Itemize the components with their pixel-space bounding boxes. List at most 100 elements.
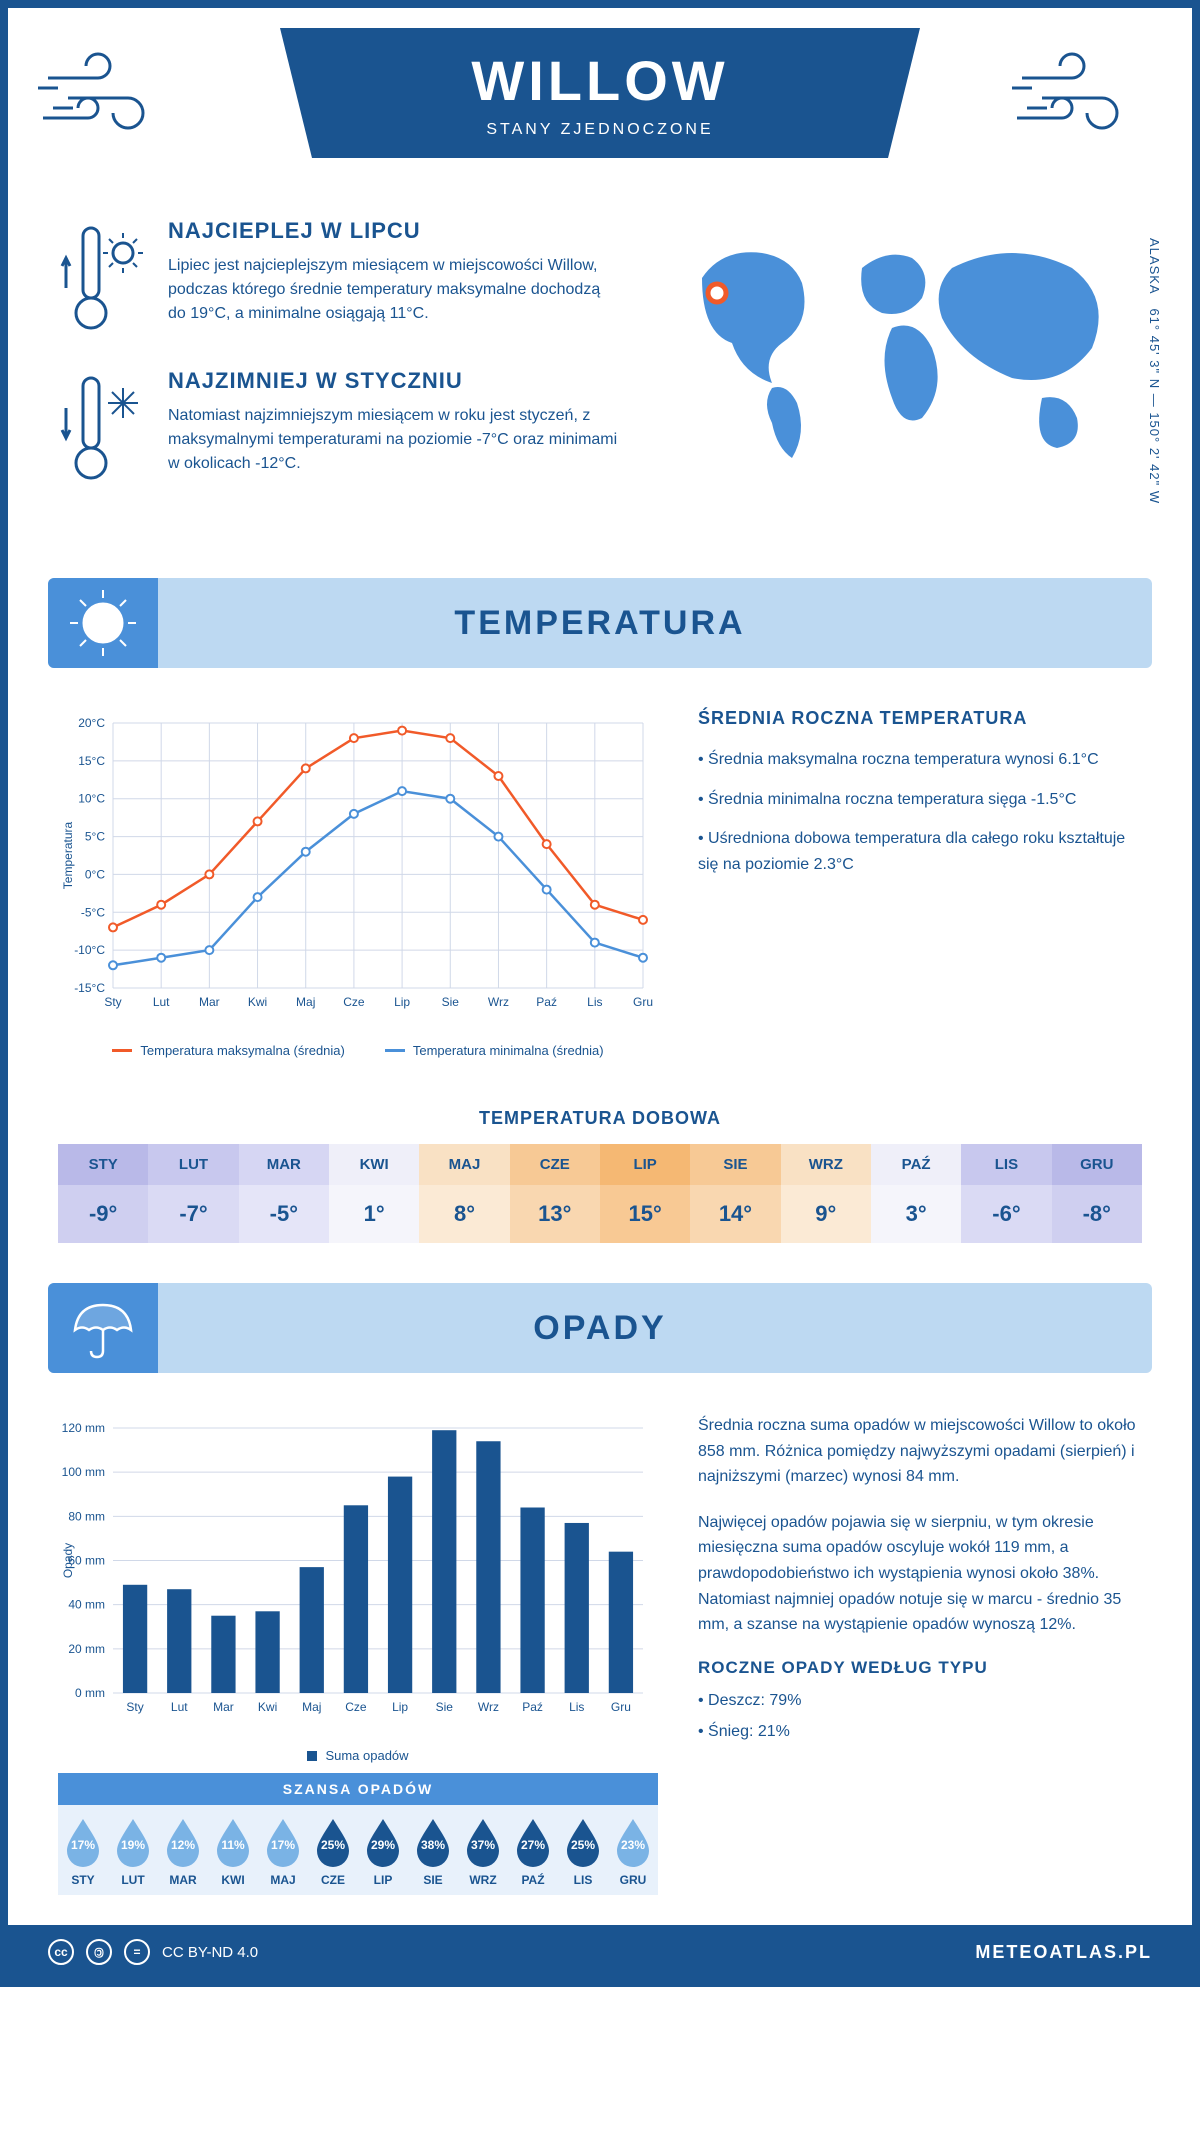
svg-text:Lut: Lut [153,995,170,1009]
daily-cell: MAJ 8° [419,1144,509,1243]
umbrella-icon [48,1283,158,1373]
svg-text:10°C: 10°C [78,792,105,806]
coldest-fact: NAJZIMNIEJ W STYCZNIU Natomiast najzimni… [58,368,622,488]
legend-item: Temperatura minimalna (średnia) [385,1043,604,1058]
precip-legend-label: Suma opadów [325,1748,408,1763]
precip-section-header: OPADY [48,1283,1152,1373]
daily-cell: CZE 13° [510,1144,600,1243]
svg-text:20 mm: 20 mm [68,1642,105,1656]
chance-cell: 19% LUT [108,1817,158,1887]
chance-cell: 29% LIP [358,1817,408,1887]
page: WILLOW STANY ZJEDNOCZONE NA [0,0,1200,1987]
svg-text:Maj: Maj [302,1700,321,1714]
chance-cell: 23% GRU [608,1817,658,1887]
svg-text:Gru: Gru [633,995,653,1009]
chance-box: SZANSA OPADÓW 17% STY 19% LUT 12% MAR 11… [58,1773,658,1895]
hottest-title: NAJCIEPLEJ W LIPCU [168,218,622,244]
coldest-title: NAJZIMNIEJ W STYCZNIU [168,368,622,394]
svg-text:-5°C: -5°C [81,905,105,919]
city-title: WILLOW [471,48,728,113]
svg-text:Kwi: Kwi [248,995,267,1009]
drop-icon: 25% [313,1817,353,1867]
svg-text:40 mm: 40 mm [68,1598,105,1612]
svg-text:Temperatura: Temperatura [61,821,75,889]
world-map [662,218,1142,478]
temperature-section-header: TEMPERATURA [48,578,1152,668]
svg-text:15°C: 15°C [78,754,105,768]
daily-cell: PAŹ 3° [871,1144,961,1243]
by-icon: 🄯 [86,1939,112,1965]
svg-text:20°C: 20°C [78,716,105,730]
footer-license: cc 🄯 = CC BY-ND 4.0 [48,1939,258,1965]
daily-temp-title: TEMPERATURA DOBOWA [8,1108,1192,1129]
wind-icon-left [38,38,188,158]
precip-title: OPADY [533,1309,666,1348]
daily-cell: GRU -8° [1052,1144,1142,1243]
svg-text:Paź: Paź [522,1700,543,1714]
temp-fact-2: • Średnia minimalna roczna temperatura s… [698,787,1142,813]
daily-temp-table: STY -9° LUT -7° MAR -5° KWI 1° MAJ 8° CZ… [58,1144,1142,1243]
chance-cell: 27% PAŹ [508,1817,558,1887]
svg-text:0°C: 0°C [85,867,105,881]
svg-text:Gru: Gru [611,1700,631,1714]
svg-text:Cze: Cze [345,1700,367,1714]
svg-text:80 mm: 80 mm [68,1509,105,1523]
drop-icon: 25% [563,1817,603,1867]
svg-text:Lip: Lip [392,1700,408,1714]
drop-icon: 12% [163,1817,203,1867]
wind-icon-right [1012,38,1162,158]
cc-icon: cc [48,1939,74,1965]
svg-text:100 mm: 100 mm [62,1465,105,1479]
svg-text:Opady: Opady [61,1543,75,1578]
precip-text: Średnia roczna suma opadów w miejscowośc… [698,1413,1142,1895]
precip-p1: Średnia roczna suma opadów w miejscowośc… [698,1413,1142,1490]
drop-icon: 38% [413,1817,453,1867]
svg-text:Mar: Mar [199,995,220,1009]
chance-cell: 38% SIE [408,1817,458,1887]
daily-cell: LUT -7° [148,1144,238,1243]
chance-cell: 11% KWI [208,1817,258,1887]
svg-text:Paź: Paź [536,995,557,1009]
hottest-text: Lipiec jest najcieplejszym miesiącem w m… [168,254,622,326]
drop-icon: 17% [263,1817,303,1867]
legend-item: Temperatura maksymalna (średnia) [112,1043,344,1058]
coldest-text: Natomiast najzimniejszym miesiącem w rok… [168,404,622,476]
intro-section: NAJCIEPLEJ W LIPCU Lipiec jest najcieple… [8,188,1192,558]
thermometer-cold-icon [58,368,148,488]
temp-facts-title: ŚREDNIA ROCZNA TEMPERATURA [698,708,1142,729]
svg-text:Cze: Cze [343,995,365,1009]
footer: cc 🄯 = CC BY-ND 4.0 METEOATLAS.PL [8,1925,1192,1979]
svg-text:Mar: Mar [213,1700,234,1714]
precip-type-2: • Śnieg: 21% [698,1719,1142,1745]
daily-cell: LIS -6° [961,1144,1051,1243]
temperature-facts: ŚREDNIA ROCZNA TEMPERATURA • Średnia mak… [698,708,1142,1058]
license-label: CC BY-ND 4.0 [162,1944,258,1961]
svg-text:Lip: Lip [394,995,410,1009]
country-subtitle: STANY ZJEDNOCZONE [486,121,713,139]
svg-text:Lis: Lis [587,995,602,1009]
svg-text:Maj: Maj [296,995,315,1009]
thermometer-hot-icon [58,218,148,338]
daily-cell: SIE 14° [690,1144,780,1243]
title-banner: WILLOW STANY ZJEDNOCZONE [280,28,920,158]
daily-cell: LIP 15° [600,1144,690,1243]
chance-cell: 25% LIS [558,1817,608,1887]
coords-label: 61° 45' 3" N — 150° 2' 42" W [1147,308,1162,504]
header: WILLOW STANY ZJEDNOCZONE [8,8,1192,188]
temperature-legend: Temperatura maksymalna (średnia) Temperat… [58,1043,658,1058]
precip-row: 0 mm20 mm40 mm60 mm80 mm100 mm120 mmOpad… [8,1403,1192,1925]
chance-cell: 25% CZE [308,1817,358,1887]
temperature-row: -15°C-10°C-5°C0°C5°C10°C15°C20°CStyLutMa… [8,698,1192,1088]
drop-icon: 23% [613,1817,653,1867]
drop-icon: 11% [213,1817,253,1867]
intro-facts: NAJCIEPLEJ W LIPCU Lipiec jest najcieple… [58,218,622,518]
svg-text:Sie: Sie [442,995,460,1009]
footer-site: METEOATLAS.PL [975,1942,1152,1963]
svg-text:120 mm: 120 mm [62,1421,105,1435]
coordinates: ALASKA 61° 45' 3" N — 150° 2' 42" W [1147,238,1162,504]
svg-text:Sie: Sie [436,1700,454,1714]
sun-icon [48,578,158,668]
temp-fact-1: • Średnia maksymalna roczna temperatura … [698,747,1142,773]
svg-text:0 mm: 0 mm [75,1686,105,1700]
drop-icon: 27% [513,1817,553,1867]
